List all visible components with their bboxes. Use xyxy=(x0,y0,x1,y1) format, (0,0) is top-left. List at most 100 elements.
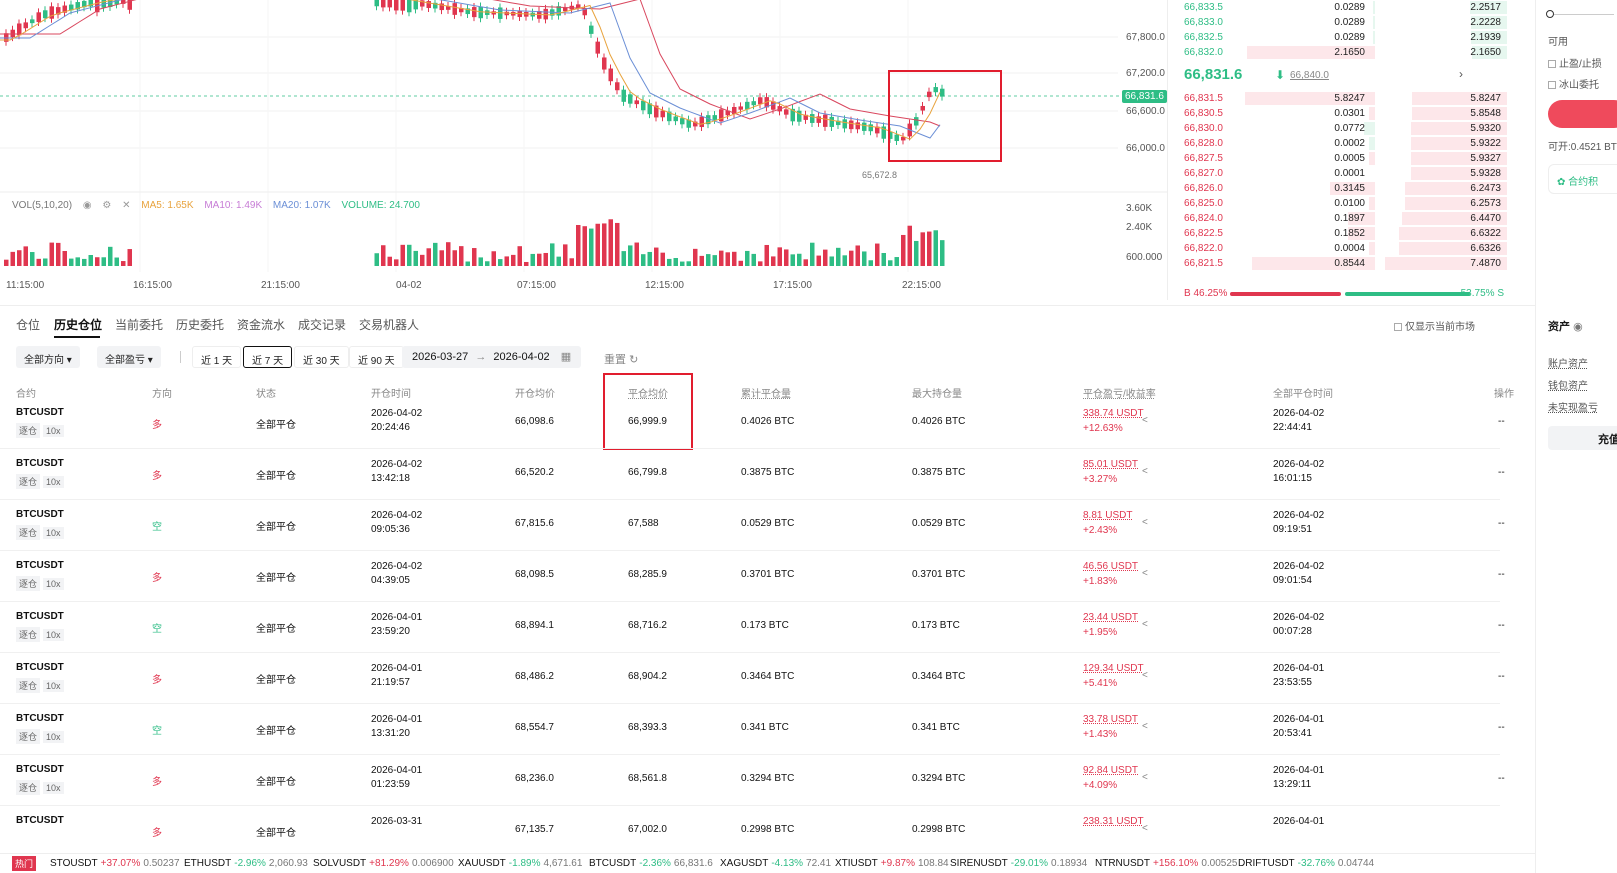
ask-row[interactable]: 66,832.0 2.1650 2.1650 xyxy=(1170,45,1515,60)
range-1d-button[interactable]: 近 1 天 xyxy=(192,346,242,368)
date-range-picker[interactable]: 2026-03-27 → 2026-04-02 ▦ xyxy=(402,346,582,368)
ticker-item[interactable]: SOLVUSDT +81.29% 0.006900 xyxy=(313,858,454,869)
share-icon[interactable]: < xyxy=(1142,721,1148,732)
share-icon[interactable]: < xyxy=(1142,670,1148,681)
contract-symbol[interactable]: BTCUSDT xyxy=(16,713,64,724)
bid-row[interactable]: 66,830.5 0.0301 5.8548 xyxy=(1170,106,1515,121)
ticker-item[interactable]: DRIFTUSDT -32.76% 0.04744 xyxy=(1238,858,1374,869)
ticker-item[interactable]: SIRENUSDT -29.01% 0.18934 xyxy=(950,858,1087,869)
tab-order-history[interactable]: 历史委托 xyxy=(176,318,225,332)
range-30d-button[interactable]: 近 30 天 xyxy=(294,346,349,368)
bid-row[interactable]: 66,822.0 0.0004 6.6326 xyxy=(1170,241,1515,256)
table-row[interactable]: BTCUSDT 逐仓 10x 空 全部平仓 2026-04-02 09:05:36 67,81… xyxy=(0,500,1505,551)
ticker-item[interactable]: XAUUSDT -1.89% 4,671.61 xyxy=(458,858,582,869)
share-icon[interactable]: < xyxy=(1142,415,1148,426)
ticker-item[interactable]: ETHUSDT -2.96% 2,060.93 xyxy=(184,858,308,869)
ticker-item[interactable]: BTCUSDT -2.36% 66,831.6 xyxy=(589,858,713,869)
table-row[interactable]: BTCUSDT 逐仓 10x 多 全部平仓 2026-04-02 13:42:18 66,52… xyxy=(0,449,1505,500)
leverage-slider-track[interactable] xyxy=(1554,14,1614,15)
settings-icon[interactable]: ⚙ xyxy=(102,200,112,211)
share-icon[interactable]: < xyxy=(1142,466,1148,477)
contract-symbol[interactable]: BTCUSDT xyxy=(16,560,64,571)
candlestick-canvas[interactable] xyxy=(0,0,1168,300)
bid-row[interactable]: 66,827.5 0.0005 5.9327 xyxy=(1170,151,1515,166)
realized-pnl[interactable]: 8.81 USDT xyxy=(1083,510,1133,521)
row-action[interactable]: -- xyxy=(1498,467,1505,478)
ticker-item[interactable]: STOUSDT +37.07% 0.50237 xyxy=(50,858,180,869)
range-90d-button[interactable]: 近 90 天 xyxy=(349,346,404,368)
bid-row[interactable]: 66,831.5 5.8247 5.8247 xyxy=(1170,91,1515,106)
tab-trading-bots[interactable]: 交易机器人 xyxy=(359,318,420,332)
reset-button[interactable]: 重置 ↻ xyxy=(604,351,638,367)
realized-pnl[interactable]: 23.44 USDT xyxy=(1083,612,1139,623)
deposit-button[interactable]: 充值 xyxy=(1548,426,1617,450)
ticker-item[interactable]: XTIUSDT +9.87% 108.84 xyxy=(835,858,949,869)
share-icon[interactable]: < xyxy=(1142,823,1148,834)
tp-sl-checkbox[interactable]: 止盈/止损 xyxy=(1548,55,1602,70)
bid-row[interactable]: 66,821.5 0.8544 7.4870 xyxy=(1170,256,1515,271)
row-action[interactable]: -- xyxy=(1498,671,1505,682)
row-action[interactable]: -- xyxy=(1498,518,1505,529)
table-row[interactable]: BTCUSDT 逐仓 10x 多 全部平仓 2026-04-02 04:39:05 68,09… xyxy=(0,551,1505,602)
table-row[interactable]: BTCUSDT 逐仓 10x 空 全部平仓 2026-04-01 23:59:20 68,89… xyxy=(0,602,1505,653)
contract-symbol[interactable]: BTCUSDT xyxy=(16,815,64,826)
bid-row[interactable]: 66,828.0 0.0002 5.9322 xyxy=(1170,136,1515,151)
realized-pnl[interactable]: 92.84 USDT xyxy=(1083,765,1139,776)
table-row[interactable]: BTCUSDT 多 全部平仓 2026-03-31 67,135.7 67,002.0 0.… xyxy=(0,806,1500,857)
realized-pnl[interactable]: 33.78 USDT xyxy=(1083,714,1139,725)
ask-row[interactable]: 66,833.5 0.0289 2.2517 xyxy=(1170,0,1515,15)
realized-pnl[interactable]: 129.34 USDT xyxy=(1083,663,1144,674)
chevron-right-icon[interactable]: › xyxy=(1459,67,1463,81)
row-action[interactable]: -- xyxy=(1498,416,1505,427)
contract-symbol[interactable]: BTCUSDT xyxy=(16,407,64,418)
row-action[interactable]: -- xyxy=(1498,620,1505,631)
contract-symbol[interactable]: BTCUSDT xyxy=(16,458,64,469)
table-row[interactable]: BTCUSDT 逐仓 10x 多 全部平仓 2026-04-02 20:24:46 66,09… xyxy=(0,398,1505,449)
range-7d-button[interactable]: 近 7 天 xyxy=(243,346,293,368)
ask-row[interactable]: 66,833.0 0.0289 2.2228 xyxy=(1170,15,1515,30)
checkbox-icon[interactable] xyxy=(1548,81,1556,89)
realized-pnl[interactable]: 85.01 USDT xyxy=(1083,459,1139,470)
kline-chart[interactable]: 67,800.0 67,200.0 66,600.0 66,000.0 66,8… xyxy=(0,0,1168,300)
realized-pnl[interactable]: 338.74 USDT xyxy=(1083,408,1144,419)
mark-price[interactable]: 66,840.0 xyxy=(1290,70,1329,81)
eye-icon[interactable]: ◉ xyxy=(1573,321,1583,333)
contract-symbol[interactable]: BTCUSDT xyxy=(16,662,64,673)
share-icon[interactable]: < xyxy=(1142,619,1148,630)
direction-filter[interactable]: 全部方向 ▾ xyxy=(16,346,80,368)
bid-row[interactable]: 66,824.0 0.1897 6.4470 xyxy=(1170,211,1515,226)
checkbox-icon[interactable] xyxy=(1548,60,1556,68)
contract-symbol[interactable]: BTCUSDT xyxy=(16,764,64,775)
bid-row[interactable]: 66,822.5 0.1852 6.6322 xyxy=(1170,226,1515,241)
bid-row[interactable]: 66,827.0 0.0001 5.9328 xyxy=(1170,166,1515,181)
bid-row[interactable]: 66,826.0 0.3145 6.2473 xyxy=(1170,181,1515,196)
tab-open-orders[interactable]: 当前委托 xyxy=(115,318,164,332)
tab-positions[interactable]: 仓位 xyxy=(16,318,41,332)
share-icon[interactable]: < xyxy=(1142,772,1148,783)
share-icon[interactable]: < xyxy=(1142,517,1148,528)
open-long-button[interactable] xyxy=(1548,100,1617,128)
ticker-item[interactable]: NTRNUSDT +156.10% 0.00525 xyxy=(1095,858,1237,869)
table-row[interactable]: BTCUSDT 逐仓 10x 多 全部平仓 2026-04-01 21:19:57 68,48… xyxy=(0,653,1505,704)
pnl-filter[interactable]: 全部盈亏 ▾ xyxy=(97,346,161,368)
contract-points-banner[interactable]: ✿ 合约积 xyxy=(1548,164,1617,194)
row-action[interactable]: -- xyxy=(1498,569,1505,580)
realized-pnl[interactable]: 238.31 USDT xyxy=(1083,816,1144,827)
realized-pnl[interactable]: 46.56 USDT xyxy=(1083,561,1139,572)
bid-row[interactable]: 66,830.0 0.0772 5.9320 xyxy=(1170,121,1515,136)
checkbox-icon[interactable] xyxy=(1394,323,1402,331)
table-row[interactable]: BTCUSDT 逐仓 10x 多 全部平仓 2026-04-01 01:23:59 68,23… xyxy=(0,755,1505,806)
ticker-item[interactable]: XAGUSDT -4.13% 72.41 xyxy=(720,858,831,869)
iceberg-checkbox[interactable]: 冰山委托 xyxy=(1548,76,1599,91)
tab-fund-flow[interactable]: 资金流水 xyxy=(237,318,286,332)
row-action[interactable]: -- xyxy=(1498,722,1505,733)
table-row[interactable]: BTCUSDT 逐仓 10x 空 全部平仓 2026-04-01 13:31:20 68,55… xyxy=(0,704,1505,755)
eye-icon[interactable]: ◉ xyxy=(82,200,92,211)
bid-row[interactable]: 66,825.0 0.0100 6.2573 xyxy=(1170,196,1515,211)
contract-symbol[interactable]: BTCUSDT xyxy=(16,509,64,520)
only-current-market-toggle[interactable]: 仅显示当前市场 xyxy=(1394,318,1475,333)
row-action[interactable]: -- xyxy=(1498,773,1505,784)
share-icon[interactable]: < xyxy=(1142,568,1148,579)
leverage-slider-handle[interactable] xyxy=(1546,10,1554,18)
tab-trade-records[interactable]: 成交记录 xyxy=(298,318,347,332)
